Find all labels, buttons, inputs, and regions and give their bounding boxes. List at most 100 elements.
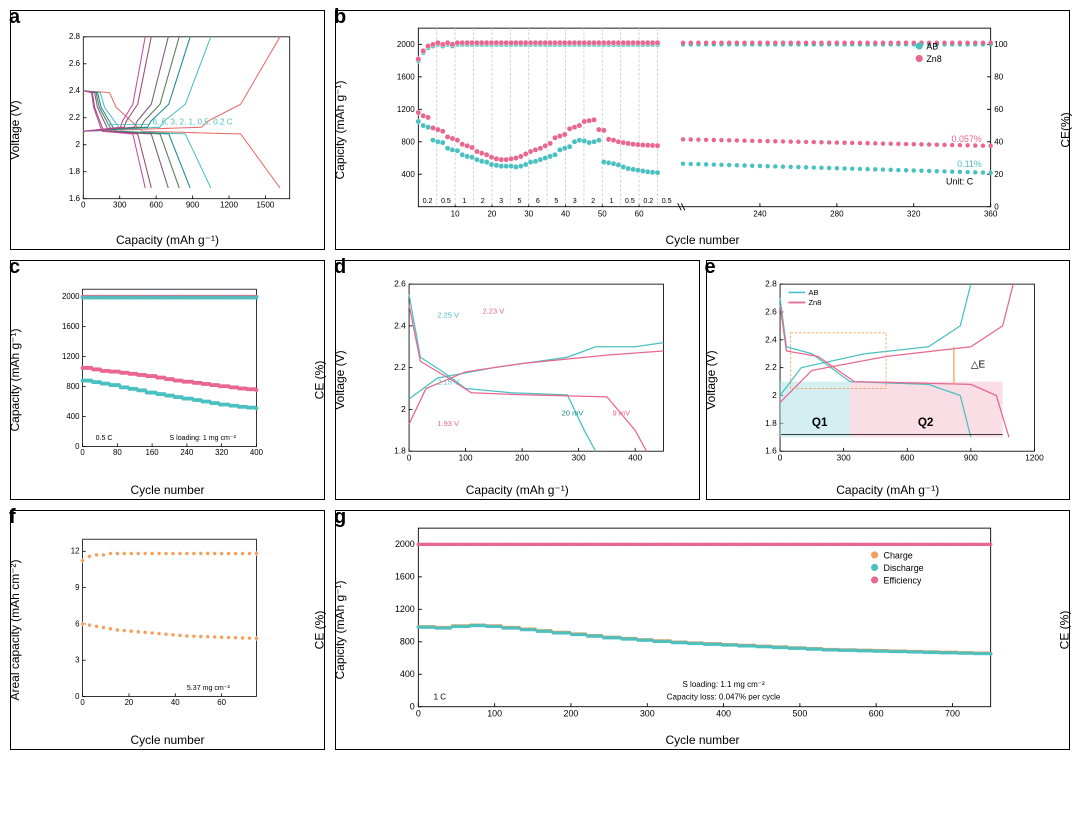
svg-text:1.8: 1.8 (765, 418, 777, 428)
svg-text:2000: 2000 (395, 539, 415, 549)
svg-text:60: 60 (994, 105, 1003, 114)
svg-text:1200: 1200 (395, 604, 415, 614)
panel-a: a Voltage (V) Capacity (mAh g⁻¹) 0300600… (10, 10, 325, 250)
svg-text:1500: 1500 (256, 201, 274, 210)
svg-text:40: 40 (561, 210, 570, 219)
svg-text:12: 12 (71, 547, 80, 556)
svg-text:500: 500 (792, 709, 807, 719)
svg-text:0: 0 (81, 201, 86, 210)
svg-text:10: 10 (451, 210, 460, 219)
svg-text:400: 400 (66, 412, 80, 421)
svg-text:2: 2 (591, 197, 595, 205)
svg-text:300: 300 (113, 201, 127, 210)
svg-text:1.6: 1.6 (765, 446, 777, 456)
svg-text:2: 2 (401, 404, 406, 414)
svg-text:S loading: 1.1 mg cm⁻²: S loading: 1.1 mg cm⁻² (682, 680, 765, 689)
svg-text:60: 60 (635, 210, 644, 219)
svg-text:240: 240 (180, 448, 194, 457)
svg-text:30: 30 (524, 210, 533, 219)
svg-text:2.2: 2.2 (69, 113, 81, 122)
svg-text:800: 800 (401, 137, 415, 146)
svg-text:AB: AB (808, 288, 818, 297)
ylabel-d: Voltage (V) (333, 350, 347, 409)
svg-text:0: 0 (75, 692, 80, 701)
svg-text:600: 600 (869, 709, 884, 719)
svg-text:2.4: 2.4 (765, 334, 777, 344)
xlabel-a: Capacity (mAh g⁻¹) (116, 233, 219, 247)
plot-a: 0300600900120015001.61.822.22.42.62.86, … (59, 21, 314, 221)
svg-text:S loading: 1 mg cm⁻²: S loading: 1 mg cm⁻² (170, 434, 237, 442)
svg-text:400: 400 (716, 709, 731, 719)
svg-text:Q2: Q2 (917, 416, 933, 429)
svg-text:6: 6 (75, 619, 80, 628)
svg-text:Efficiency: Efficiency (884, 576, 922, 586)
svg-text:Unit: C: Unit: C (946, 176, 974, 186)
svg-text:0: 0 (80, 448, 85, 457)
svg-text:300: 300 (640, 709, 655, 719)
svg-text:2.25 V: 2.25 V (437, 311, 459, 320)
svg-text:2.2: 2.2 (765, 362, 777, 372)
svg-text:900: 900 (186, 201, 200, 210)
panel-letter-a: a (9, 6, 20, 29)
xlabel-c: Cycle number (130, 483, 204, 497)
svg-text:320: 320 (907, 210, 921, 219)
svg-text:1600: 1600 (397, 73, 415, 82)
svg-text:2.4: 2.4 (69, 86, 81, 95)
svg-text:320: 320 (215, 448, 229, 457)
panel-g: g Capicity (mAh g⁻¹) CE (%) Cycle number… (335, 510, 1070, 750)
panel-d: d Voltage (V) Capacity (mAh g⁻¹) 0100200… (335, 260, 700, 500)
svg-text:0.5: 0.5 (662, 197, 672, 205)
svg-text:1600: 1600 (62, 322, 80, 331)
svg-text:0: 0 (994, 202, 999, 211)
svg-text:3: 3 (75, 656, 80, 665)
svg-text:AB: AB (926, 42, 938, 52)
svg-text:2.8: 2.8 (69, 32, 81, 41)
svg-text:2000: 2000 (62, 292, 80, 301)
svg-text:0: 0 (410, 701, 415, 711)
svg-text:0.5: 0.5 (441, 197, 451, 205)
svg-text:60: 60 (217, 698, 226, 707)
svg-text:△E: △E (970, 360, 985, 371)
svg-text:2.2: 2.2 (394, 362, 406, 372)
svg-text:400: 400 (250, 448, 264, 457)
svg-text:6, 5, 3, 2, 1, 0.5, 0.2 C: 6, 5, 3, 2, 1, 0.5, 0.2 C (153, 118, 233, 127)
svg-text:1 C: 1 C (434, 693, 447, 702)
xlabel-g: Cycle number (665, 733, 739, 747)
ylabel-g: Capicity (mAh g⁻¹) (333, 580, 347, 679)
svg-text:1.6: 1.6 (69, 194, 81, 203)
xlabel-f: Cycle number (130, 733, 204, 747)
svg-text:1.8: 1.8 (69, 167, 81, 176)
svg-text:1: 1 (462, 197, 466, 205)
panel-e: e Voltage (V) Capacity (mAh g⁻¹) 0300600… (706, 260, 1071, 500)
panel-f: f Areal capacity (mAh cm⁻²) CE (%) Cycle… (10, 510, 325, 750)
svg-text:300: 300 (572, 452, 586, 462)
svg-text:Zn8: Zn8 (808, 298, 821, 307)
svg-text:6: 6 (536, 197, 540, 205)
svg-text:1.93 V: 1.93 V (437, 419, 459, 428)
ylabel-e: Voltage (V) (704, 350, 718, 409)
y2label-f: CE (%) (313, 611, 327, 650)
svg-text:3: 3 (573, 197, 577, 205)
plot-g: 0100200300400500600700040080012001600200… (384, 521, 1025, 721)
svg-text:900: 900 (963, 452, 977, 462)
svg-text:5: 5 (554, 197, 558, 205)
xlabel-b: Cycle number (665, 233, 739, 247)
panel-letter-c: c (9, 256, 20, 279)
panel-c: c Capacity (mAh g⁻¹) CE (%) Cycle number… (10, 260, 325, 500)
panel-letter-b: b (334, 6, 346, 29)
svg-text:0.5: 0.5 (625, 197, 635, 205)
svg-text:Charge: Charge (884, 551, 913, 561)
xlabel-e: Capacity (mAh g⁻¹) (836, 483, 939, 497)
svg-text:280: 280 (830, 210, 844, 219)
svg-text:0.11%: 0.11% (957, 159, 982, 169)
svg-text:700: 700 (945, 709, 960, 719)
svg-text:Zn8: Zn8 (926, 54, 941, 64)
plot-c: 08016024032040004008001200160020000.5 CS… (59, 271, 280, 471)
ylabel-c: Capacity (mAh g⁻¹) (8, 328, 22, 431)
svg-text:20: 20 (487, 210, 496, 219)
svg-text:1600: 1600 (395, 572, 415, 582)
svg-text:0: 0 (80, 698, 85, 707)
plot-f: 02040600369125.37 mg cm⁻² (59, 521, 280, 721)
svg-text:80: 80 (113, 448, 122, 457)
svg-text:100: 100 (487, 709, 502, 719)
